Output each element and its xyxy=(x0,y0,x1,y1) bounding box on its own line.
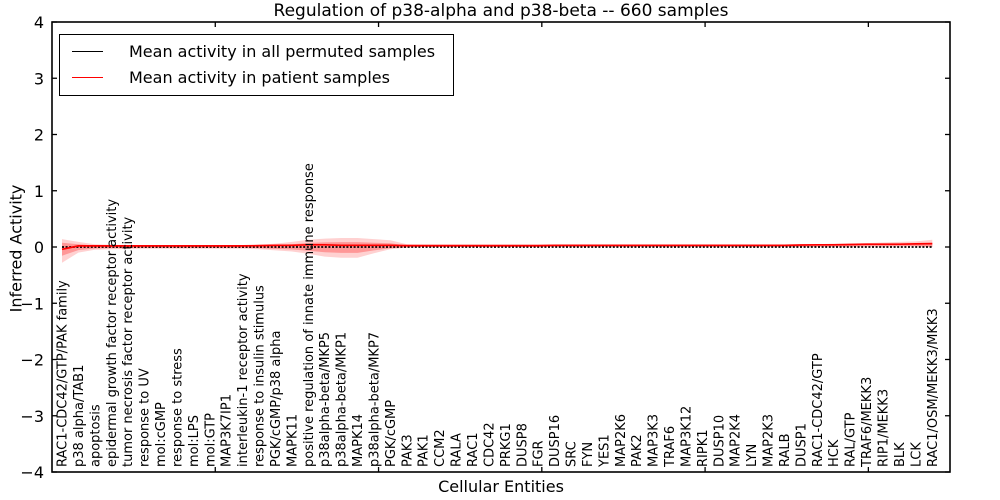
category-label: SRC xyxy=(565,441,580,467)
legend-item-permuted: Mean activity in all permuted samples xyxy=(72,42,435,61)
category-label: TRAF6 xyxy=(663,426,678,468)
category-label: positive regulation of innate immune res… xyxy=(302,163,317,467)
chart-title: Regulation of p38-alpha and p38-beta -- … xyxy=(273,1,729,21)
category-label: p38 alpha/TAB1 xyxy=(72,365,87,467)
x-axis-label: Cellular Entities xyxy=(438,477,564,496)
category-label: CCM2 xyxy=(433,429,448,467)
y-tick-label: 1 xyxy=(34,182,44,201)
category-label: DUSP16 xyxy=(548,415,563,467)
category-label: MAP3K12 xyxy=(679,406,694,467)
y-tick-label: −4 xyxy=(20,463,44,482)
y-tick-label: 0 xyxy=(34,238,44,257)
category-label: interleukin-1 receptor activity xyxy=(236,273,251,467)
category-label: RAC1/OSM/MEKK3/MKK3 xyxy=(926,308,941,467)
category-label: MAP2K3 xyxy=(762,414,777,467)
category-label: p38alpha-beta/MKP7 xyxy=(367,332,382,467)
category-label: LCK xyxy=(909,442,924,467)
category-label: FGR xyxy=(532,440,547,467)
category-label: BLK xyxy=(893,442,908,467)
category-label: PGK/cGMP/p38 alpha xyxy=(269,331,284,467)
legend-item-patient: Mean activity in patient samples xyxy=(72,68,435,87)
category-label: RAC1 xyxy=(466,432,481,467)
category-label: HCK xyxy=(827,439,842,467)
category-label: DUSP1 xyxy=(794,423,809,467)
category-label: MAP3K3 xyxy=(647,414,662,467)
category-label: RAL/GTP xyxy=(844,412,859,467)
legend-label-permuted: Mean activity in all permuted samples xyxy=(129,42,436,61)
category-label: response to stress xyxy=(170,348,185,467)
category-label: TRAF6/MEKK3 xyxy=(860,377,875,468)
category-label: LYN xyxy=(745,444,760,467)
category-label: PAK1 xyxy=(417,434,432,467)
category-label: PRKG1 xyxy=(499,423,514,467)
category-label: RIP1/MEKK3 xyxy=(877,389,892,467)
y-tick-label: 4 xyxy=(34,13,44,32)
category-label: tumor necrosis factor receptor activity xyxy=(121,216,136,467)
category-label: PAK2 xyxy=(630,434,645,467)
y-tick-label: 2 xyxy=(34,126,44,145)
category-label: epidermal growth factor receptor activit… xyxy=(105,199,120,467)
category-label: FYN xyxy=(581,442,596,467)
category-label: MAP3K7IP1 xyxy=(220,394,235,467)
category-label: RAC1-CDC42/GTP xyxy=(811,353,826,467)
category-label: DUSP10 xyxy=(712,415,727,467)
category-label: p38alpha-beta/MKP1 xyxy=(335,332,350,467)
category-label: p38alpha-beta/MKP5 xyxy=(318,332,333,467)
black-line-swatch xyxy=(72,51,103,52)
category-label: CDC42 xyxy=(482,422,497,467)
category-label: MAP2K4 xyxy=(729,414,744,467)
category-label: RALB xyxy=(778,433,793,467)
category-label: RAC1-CDC42/GTP/PAK family xyxy=(56,280,71,467)
red-line-swatch xyxy=(72,77,103,78)
category-label: mol:GTP xyxy=(203,413,218,467)
category-label: DUSP8 xyxy=(515,423,530,467)
y-tick-label: −3 xyxy=(20,407,44,426)
legend: Mean activity in all permuted samples Me… xyxy=(59,34,455,96)
y-tick-label: 3 xyxy=(34,69,44,88)
category-label: MAP2K6 xyxy=(614,414,629,467)
category-label: mol:cGMP xyxy=(154,402,169,467)
category-label: apoptosis xyxy=(88,404,103,467)
patient-mean-line xyxy=(61,242,933,251)
legend-label-patient: Mean activity in patient samples xyxy=(129,68,390,87)
category-label: PAK3 xyxy=(400,434,415,467)
category-label: MAPK14 xyxy=(351,414,366,467)
category-label: MAPK11 xyxy=(285,414,300,467)
category-label: RALA xyxy=(450,433,465,467)
category-label: response to insulin stimulus xyxy=(253,285,268,467)
y-tick-label: −1 xyxy=(20,294,44,313)
category-label: mol:LPS xyxy=(187,415,202,467)
y-tick-label: −2 xyxy=(20,351,44,370)
category-label: YES1 xyxy=(597,434,612,468)
category-label: response to UV xyxy=(138,368,153,467)
category-label: RIPK1 xyxy=(696,429,711,467)
patient-band-outer xyxy=(62,238,933,263)
y-axis-label: Inferred Activity xyxy=(6,184,26,313)
category-label: PGK/cGMP xyxy=(384,400,399,467)
